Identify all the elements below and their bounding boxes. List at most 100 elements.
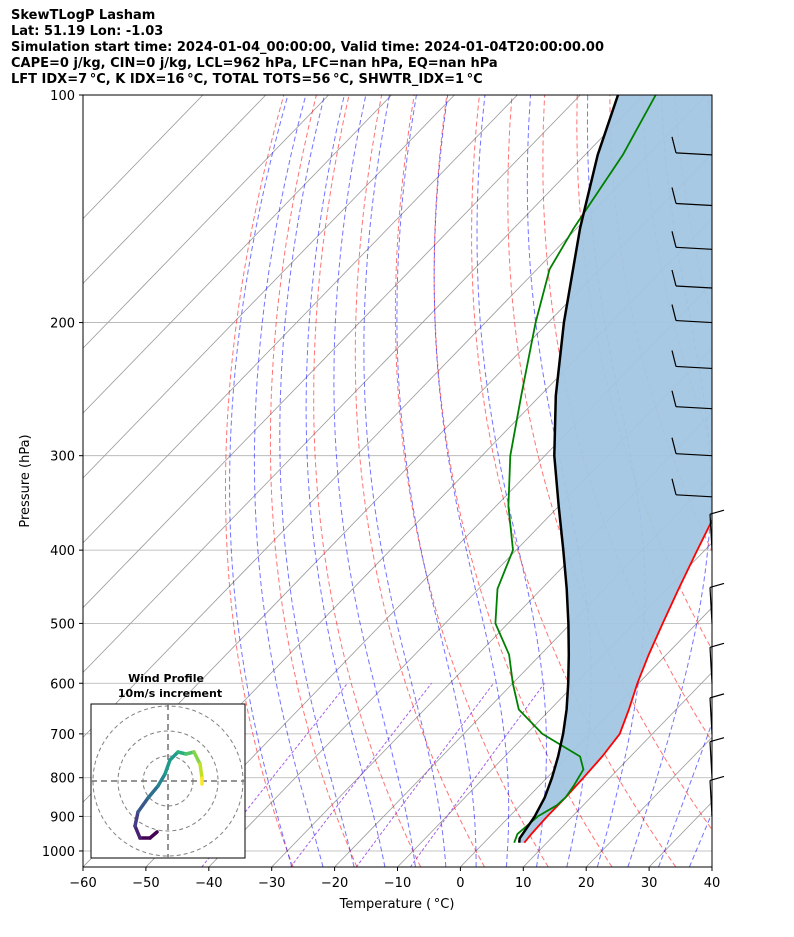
moist-adiabat-line [279, 95, 355, 867]
hodograph-segment [146, 784, 160, 800]
x-tick-label: 20 [578, 876, 595, 891]
y-tick-label: 900 [50, 810, 75, 825]
isotherm-line [585, 736, 712, 867]
hodograph-segment [163, 758, 172, 776]
dry-adiabat-line [471, 95, 677, 867]
hodograph-segment [133, 810, 140, 828]
x-axis: −60 −50 −40 −30 −20 −10 0 10 20 30 40 [69, 867, 720, 891]
moist-adiabat-line [720, 95, 794, 867]
isotherm-line [83, 95, 329, 349]
x-tick-label: −10 [384, 876, 411, 891]
y-tick-label: 800 [50, 772, 75, 787]
moist-adiabat-line [476, 95, 547, 867]
x-tick-label: −20 [321, 876, 348, 891]
wind-barb [675, 406, 713, 410]
dry-adiabat-line [225, 95, 294, 867]
moist-adiabat-line [658, 721, 712, 867]
y-tick-label: 400 [50, 544, 75, 559]
x-tick-label: −40 [195, 876, 222, 891]
wind-profile-inset: Wind Profile 10m/s increment [90, 672, 246, 859]
wind-barb [675, 453, 713, 457]
wind-barb-flag [671, 231, 677, 248]
dry-adiabat-line [354, 95, 485, 867]
x-tick-label: −60 [69, 876, 96, 891]
wind-barb [675, 365, 713, 370]
inset-title: Wind Profile [128, 672, 204, 685]
shaded-region [519, 95, 712, 843]
x-tick-label: 30 [641, 876, 658, 891]
stability-line: CAPE=0 j/kg, CIN=0 j/kg, LCL=962 hPa, LF… [11, 56, 498, 71]
wind-barb [675, 246, 713, 250]
mixing-ratio-line [290, 682, 432, 867]
moist-adiabat-line [229, 95, 293, 867]
wind-barb [675, 494, 713, 498]
dry-adiabat-line [394, 95, 549, 867]
y-tick-label: 700 [50, 728, 75, 743]
wind-barb [675, 202, 713, 207]
chart-title-block: SkewTLogP Lasham Lat: 51.19 Lon: -1.03 S… [11, 8, 604, 88]
time-line: Simulation start time: 2024-01-04_00:00:… [11, 40, 604, 55]
x-tick-label: 10 [515, 876, 532, 891]
y-tick-label: 300 [50, 450, 75, 465]
moist-adiabat-line [526, 95, 592, 867]
wind-barb [675, 152, 713, 156]
isotherm-line [83, 95, 455, 479]
moist-adiabat-line [333, 95, 416, 867]
wind-barb-flag [671, 136, 677, 154]
parcel-path-line [517, 95, 620, 843]
moist-adiabat-line [253, 95, 324, 867]
chart-title: SkewTLogP Lasham [11, 8, 156, 23]
hodograph-ring [117, 730, 219, 832]
hodograph-segment [133, 824, 142, 840]
x-tick-label: −50 [132, 876, 159, 891]
isotherm-line [83, 95, 581, 609]
x-tick-label: 40 [704, 876, 721, 891]
hodograph-segment [156, 772, 167, 788]
location-line: Lat: 51.19 Lon: -1.03 [11, 24, 164, 39]
y-axis-title: Pressure (hPa) [18, 434, 33, 527]
y-tick-label: 1000 [42, 845, 75, 860]
moist-adiabat-line [433, 95, 510, 867]
y-tick-label: 100 [50, 89, 75, 104]
index-line: LFT IDX=7 °C, K IDX=16 °C, TOTAL TOTS=56… [11, 72, 483, 87]
moist-adiabat-line [305, 95, 386, 867]
moist-adiabat-line [363, 95, 447, 867]
isotherm-line [83, 95, 392, 414]
wind-barb-flag [671, 478, 677, 495]
cape-cin-shading [519, 95, 712, 843]
dry-adiabat-line [740, 95, 794, 867]
isotherm-line [83, 95, 644, 674]
wind-barb-flag [671, 304, 677, 321]
inset-subtitle: 10m/s increment [118, 687, 222, 700]
hodograph-segment [198, 762, 204, 780]
y-tick-label: 600 [50, 677, 75, 692]
y-tick-label: 200 [50, 317, 75, 332]
isotherm-line [83, 95, 267, 284]
dry-adiabat-line [707, 95, 712, 140]
dry-adiabat-line [773, 95, 794, 867]
mixing-ratio-line [409, 683, 545, 867]
wind-barb [675, 285, 713, 289]
moist-adiabat-line [627, 95, 712, 867]
isotherm-line [83, 95, 518, 544]
wind-barb-flag [671, 437, 677, 454]
profile-lines [494, 95, 712, 844]
hodograph-segment [136, 796, 150, 814]
hodograph-segment [192, 750, 202, 766]
temperature-line [523, 518, 712, 844]
wind-barb [675, 319, 713, 324]
x-tick-label: −30 [258, 876, 285, 891]
dewpoint-line [494, 95, 657, 844]
y-axis: 100 200 300 400 500 600 700 800 900 1000 [42, 89, 83, 860]
dry-adiabat-line [269, 95, 358, 867]
isotherm-line [523, 671, 712, 867]
x-axis-title: Temperature ( °C) [339, 897, 455, 912]
wind-barb-flag [671, 390, 677, 407]
y-tick-label: 500 [50, 617, 75, 632]
hodograph-segment [168, 750, 180, 762]
mixing-ratio-line [355, 682, 494, 867]
isotherm-line [711, 866, 712, 867]
x-tick-label: 0 [456, 876, 464, 891]
wind-barb-flag [671, 269, 677, 287]
